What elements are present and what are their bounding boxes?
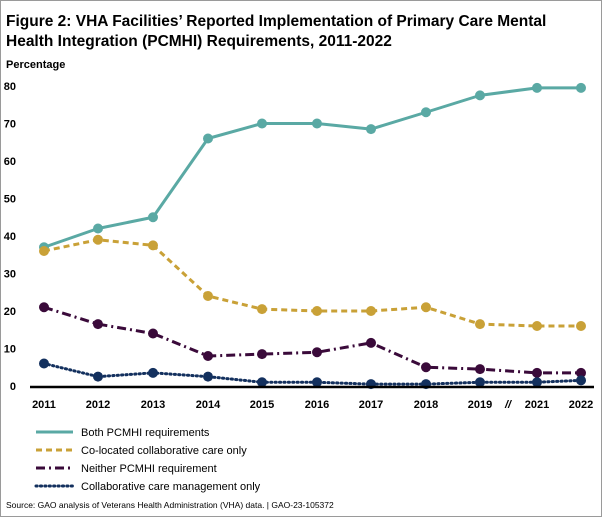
data-point-2-2016 [312, 306, 322, 316]
x-tick-label-2012: 2012 [86, 399, 110, 411]
data-point-1-2015 [257, 118, 267, 129]
source-note: Source: GAO analysis of Veterans Health … [6, 500, 334, 510]
data-point-4-2011 [39, 358, 49, 369]
data-point-3-2013 [148, 328, 158, 339]
y-tick-label-80: 80 [4, 81, 16, 93]
data-point-2-2021 [532, 321, 542, 331]
series-line-3 [43, 305, 581, 375]
axis-break-marker: // [504, 399, 513, 411]
legend-label-2: Co-located collaborative care only [81, 445, 247, 457]
data-point-2-2012 [93, 234, 103, 245]
x-tick-label-2021: 2021 [525, 399, 549, 411]
x-tick-label-2011: 2011 [32, 399, 56, 411]
data-point-4-2012 [93, 371, 103, 382]
legend-label-1: Both PCMHI requirements [81, 427, 210, 439]
data-point-3-2021 [532, 367, 542, 378]
series-line-1 [43, 86, 581, 249]
data-point-4-2022 [576, 375, 586, 386]
data-point-4-2014 [203, 371, 213, 382]
data-point-3-2014 [203, 351, 213, 361]
data-point-1-2012 [93, 223, 103, 234]
x-tick-label-2013: 2013 [141, 399, 165, 411]
data-point-1-2018 [421, 107, 431, 118]
data-point-2-2014 [203, 291, 213, 301]
x-tick-label-2014: 2014 [196, 399, 221, 411]
legend-label-3: Neither PCMHI requirement [81, 463, 217, 475]
data-point-3-2019 [475, 364, 485, 375]
data-point-4-2013 [148, 367, 158, 378]
x-tick-label-2019: 2019 [468, 399, 492, 411]
data-point-4-2016 [312, 377, 322, 388]
data-point-3-2018 [421, 362, 431, 373]
data-point-2-2022 [576, 321, 586, 331]
y-tick-label-50: 50 [4, 194, 16, 206]
data-point-1-2017 [366, 124, 376, 135]
chart-title: Figure 2: VHA Facilities’ Reported Imple… [6, 13, 547, 50]
data-point-1-2013 [148, 212, 158, 223]
x-tick-label-2018: 2018 [414, 399, 438, 411]
data-point-3-2015 [257, 349, 267, 360]
y-tick-label-60: 60 [4, 156, 16, 168]
data-point-1-2019 [475, 90, 485, 101]
data-point-1-2014 [203, 133, 213, 144]
data-point-2-2013 [148, 240, 158, 251]
data-point-3-2011 [39, 302, 49, 313]
data-point-3-2022 [576, 367, 586, 378]
y-tick-label-10: 10 [4, 344, 16, 356]
y-tick-label-40: 40 [4, 231, 16, 243]
data-point-1-2021 [532, 82, 542, 93]
x-tick-label-2022: 2022 [569, 399, 593, 411]
legend-label-4: Collaborative care management only [81, 481, 261, 493]
x-tick-label-2017: 2017 [359, 399, 383, 411]
data-point-1-2022 [576, 82, 586, 93]
data-point-3-2012 [93, 319, 103, 330]
data-point-3-2017 [366, 337, 376, 348]
data-point-1-2016 [312, 118, 322, 129]
y-tick-label-20: 20 [4, 306, 16, 318]
y-tick-label-0: 0 [10, 381, 16, 393]
x-tick-label-2016: 2016 [305, 399, 329, 411]
data-point-3-2016 [312, 347, 322, 358]
data-point-4-2015 [257, 377, 267, 388]
data-point-2-2018 [421, 302, 431, 313]
y-tick-label-70: 70 [4, 119, 16, 131]
data-point-2-2011 [39, 246, 49, 256]
data-point-4-2019 [475, 377, 485, 388]
y-axis-label: Percentage [6, 59, 66, 71]
y-tick-label-30: 30 [4, 269, 16, 281]
data-point-4-2021 [532, 377, 542, 388]
data-point-2-2019 [475, 319, 485, 330]
data-point-2-2017 [366, 306, 376, 316]
x-tick-label-2015: 2015 [250, 399, 274, 411]
data-point-2-2015 [257, 304, 267, 315]
